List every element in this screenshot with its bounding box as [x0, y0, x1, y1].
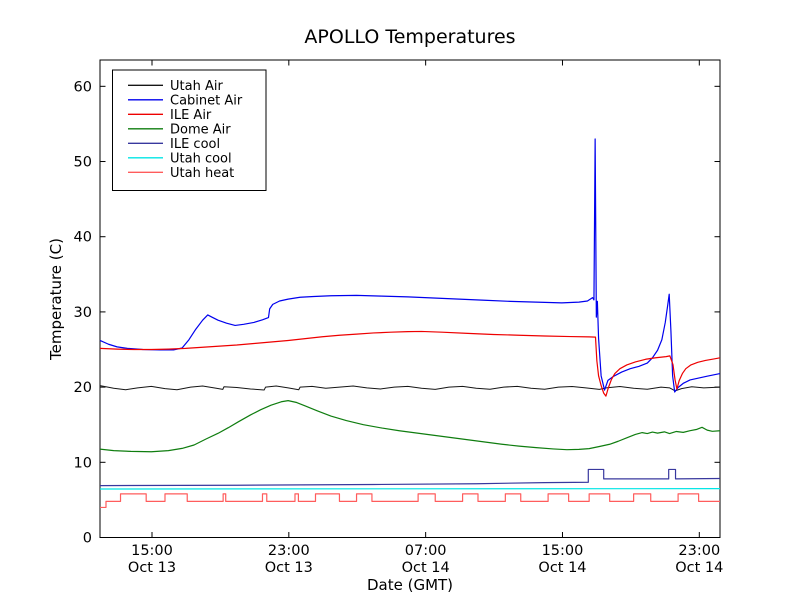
x-tick-label-time: 23:00 [268, 543, 310, 559]
x-tick-label-time: 07:00 [405, 543, 447, 559]
series-line-dome-air [99, 400, 721, 453]
y-tick-label: 40 [74, 230, 92, 246]
y-tick-label: 0 [83, 531, 92, 547]
legend-label-utah-heat: Utah heat [170, 166, 234, 181]
x-tick-label-date: Oct 14 [538, 560, 586, 576]
legend-label-ile-air: ILE Air [170, 108, 212, 123]
x-tick-label-time: 15:00 [542, 543, 584, 559]
series-line-utah-heat [100, 493, 720, 509]
x-tick-label-date: Oct 14 [402, 560, 450, 576]
y-tick-label: 60 [74, 79, 92, 95]
series-line-ile-cool [99, 468, 721, 487]
legend-label-cabinet-air: Cabinet Air [170, 93, 243, 108]
series-line-utah-air [99, 385, 721, 392]
y-tick-label: 10 [74, 455, 92, 471]
legend-label-dome-air: Dome Air [170, 122, 231, 137]
x-tick-label-date: Oct 13 [265, 560, 313, 576]
y-tick-label: 50 [74, 155, 92, 171]
y-tick-label: 20 [74, 380, 92, 396]
legend-label-utah-cool: Utah cool [170, 151, 232, 166]
x-tick-label-time: 15:00 [131, 543, 173, 559]
x-axis-label: Date (GMT) [366, 576, 454, 594]
x-tick-label-date: Oct 14 [675, 560, 723, 576]
series-line-cabinet-air [99, 138, 721, 393]
legend-label-ile-cool: ILE cool [170, 137, 220, 152]
legend-label-utah-air: Utah Air [170, 79, 223, 94]
series-line-ile-air [99, 330, 721, 397]
chart-title: APOLLO Temperatures [304, 26, 516, 48]
x-tick-label-time: 23:00 [678, 543, 720, 559]
y-axis-label: Temperature (C) [47, 238, 65, 360]
x-tick-label-date: Oct 13 [128, 560, 176, 576]
legend-box [112, 69, 267, 191]
y-tick-label: 30 [74, 305, 92, 321]
